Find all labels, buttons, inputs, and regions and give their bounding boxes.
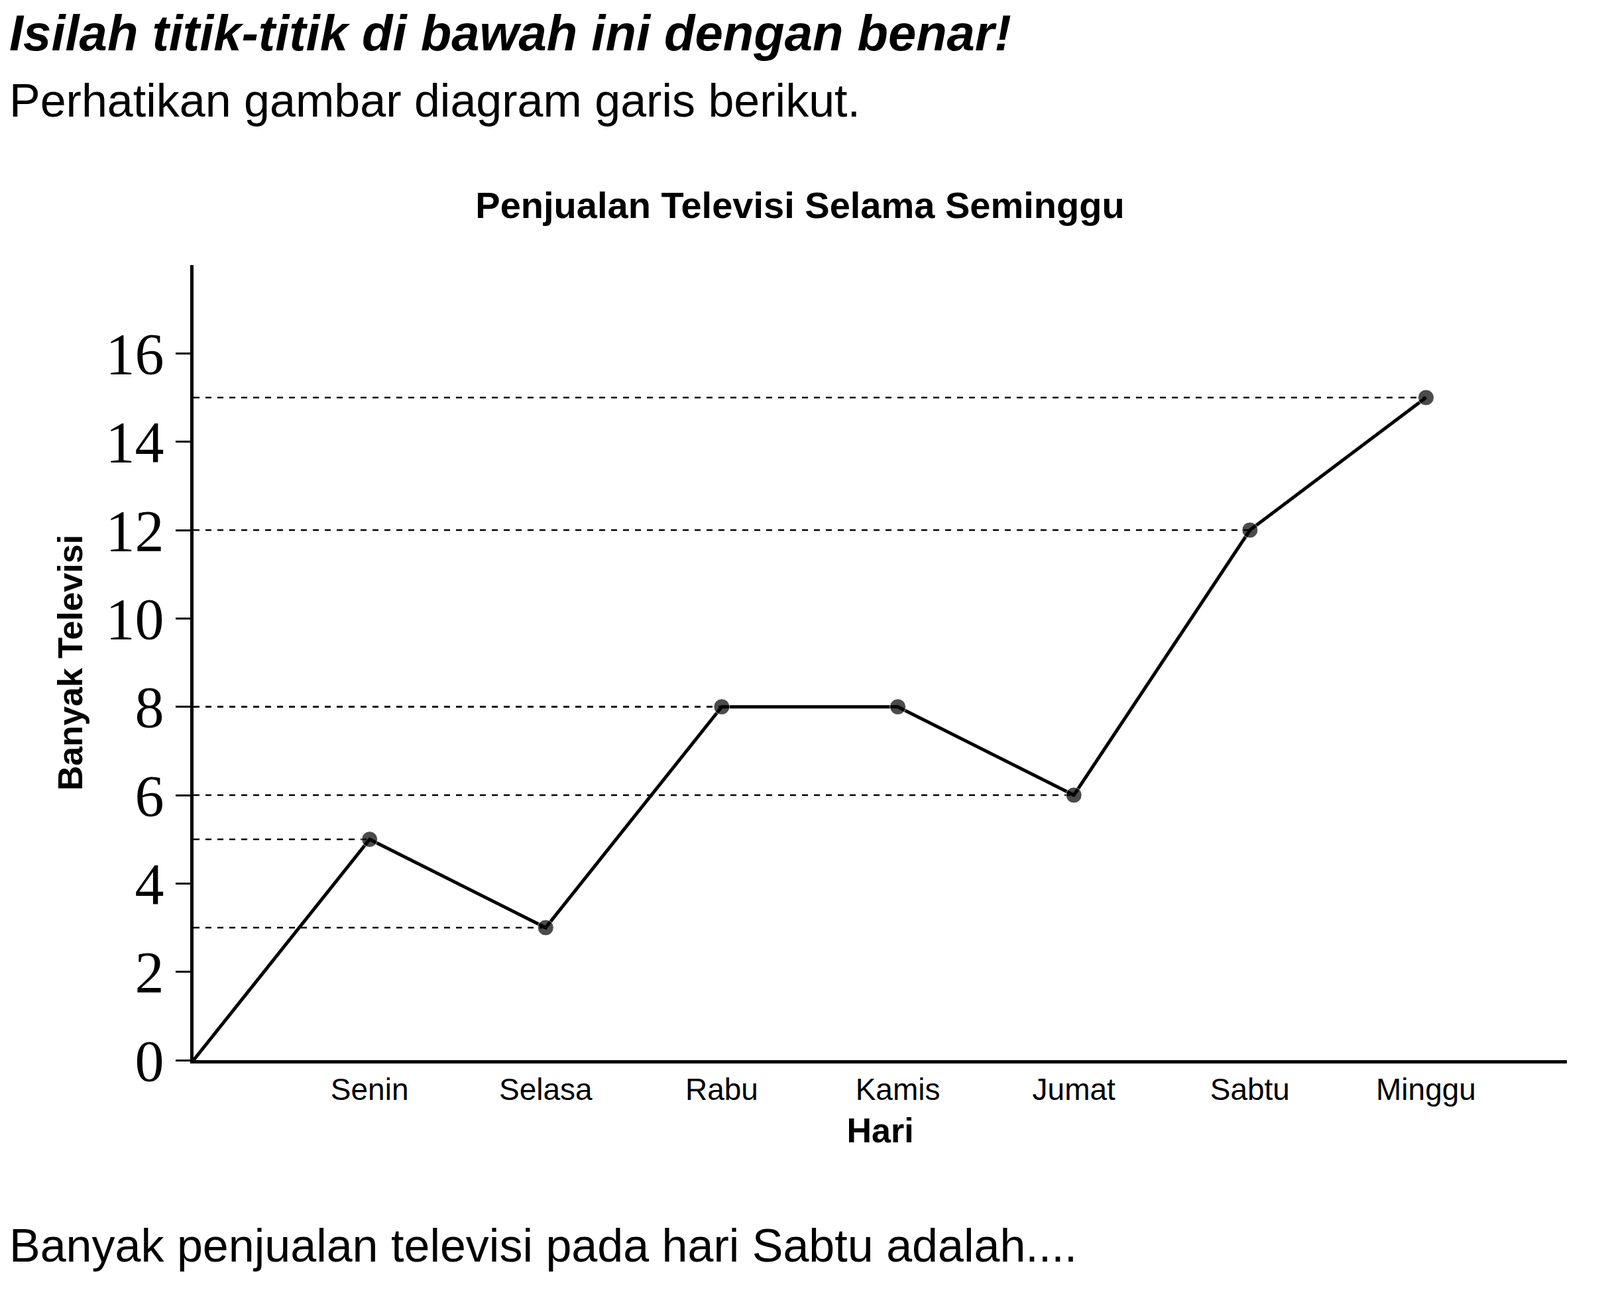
svg-text:Kamis: Kamis — [855, 1072, 941, 1107]
html-text:Perhatikan gambar diagram gari: Perhatikan gambar diagram garis berikut. — [9, 74, 861, 127]
html-text:Banyak penjualan televisi pada: Banyak penjualan televisi pada hari Sabt… — [9, 1220, 1078, 1272]
svg-text:14: 14 — [105, 410, 164, 475]
svg-text:Rabu: Rabu — [685, 1072, 759, 1107]
svg-text:2: 2 — [134, 940, 164, 1005]
svg-text:Selasa: Selasa — [499, 1072, 593, 1107]
svg-text:Minggu: Minggu — [1375, 1072, 1477, 1107]
svg-text:12: 12 — [105, 499, 164, 564]
svg-text:10: 10 — [105, 587, 164, 652]
svg-text:8: 8 — [134, 675, 164, 740]
svg-text:Banyak Televisi: Banyak Televisi — [51, 534, 90, 791]
svg-text:4: 4 — [134, 852, 164, 917]
svg-text:Jumat: Jumat — [1032, 1072, 1116, 1107]
svg-text:0: 0 — [134, 1029, 164, 1094]
svg-text:Penjualan Televisi Selama Semi: Penjualan Televisi Selama Seminggu — [475, 184, 1125, 227]
svg-text:6: 6 — [134, 764, 164, 829]
svg-text:16: 16 — [105, 322, 164, 387]
svg-text:Senin: Senin — [330, 1072, 409, 1107]
svg-text:Hari: Hari — [846, 1111, 914, 1150]
html-text:Isilah titik-titik di bawah in: Isilah titik-titik di bawah ini dengan b… — [9, 4, 1012, 61]
svg-text:Sabtu: Sabtu — [1210, 1072, 1290, 1107]
